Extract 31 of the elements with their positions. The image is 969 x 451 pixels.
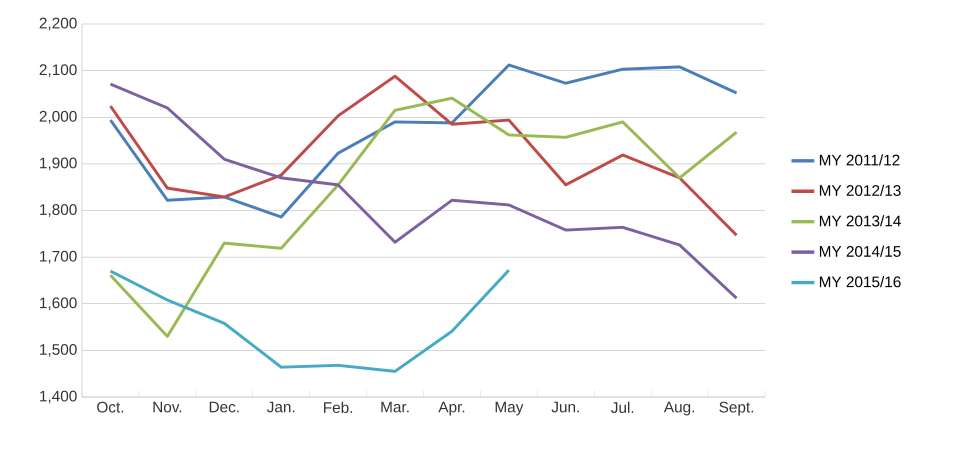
x-tick-label: Nov. [153,402,182,412]
legend-label: MY 2011/12 [820,154,900,166]
y-tick-label: 2,000 [40,110,77,124]
x-tick-label: Jul. [611,402,634,413]
y-tick-label: 1,500 [40,344,77,357]
x-tick-label: Jan. [266,402,294,412]
x-tick-label: Oct. [97,402,124,413]
line-series [108,268,510,373]
legend-label: MY 2014/15 [820,246,901,257]
x-tick-label: Aug. [664,402,694,416]
legend-label: MY 2013/14 [820,215,901,226]
line-series [108,96,738,338]
line-series [108,64,738,218]
y-tick-label: 2,100 [40,64,77,77]
x-tick-label: Jun. [552,402,579,412]
y-tick-label: 2,200 [40,18,77,30]
line-series [108,82,738,300]
y-tick-label: 1,600 [40,297,77,310]
line-series [108,74,738,237]
x-tick-label: Mar. [381,402,409,412]
y-tick-label: 1,800 [40,204,77,217]
x-tick-label: May [496,402,524,416]
y-tick-label: 1,700 [40,250,77,264]
y-tick-label: 1,900 [40,158,77,170]
x-tick-label: Apr. [438,402,464,416]
legend-label: MY 2012/13 [820,184,901,196]
x-tick-label: Dec. [210,402,239,412]
x-tick-label: Feb. [324,402,352,413]
legend-label: MY 2015/16 [820,276,901,288]
y-tick-label: 1,400 [40,390,77,404]
x-tick-label: Sept. [719,402,754,416]
